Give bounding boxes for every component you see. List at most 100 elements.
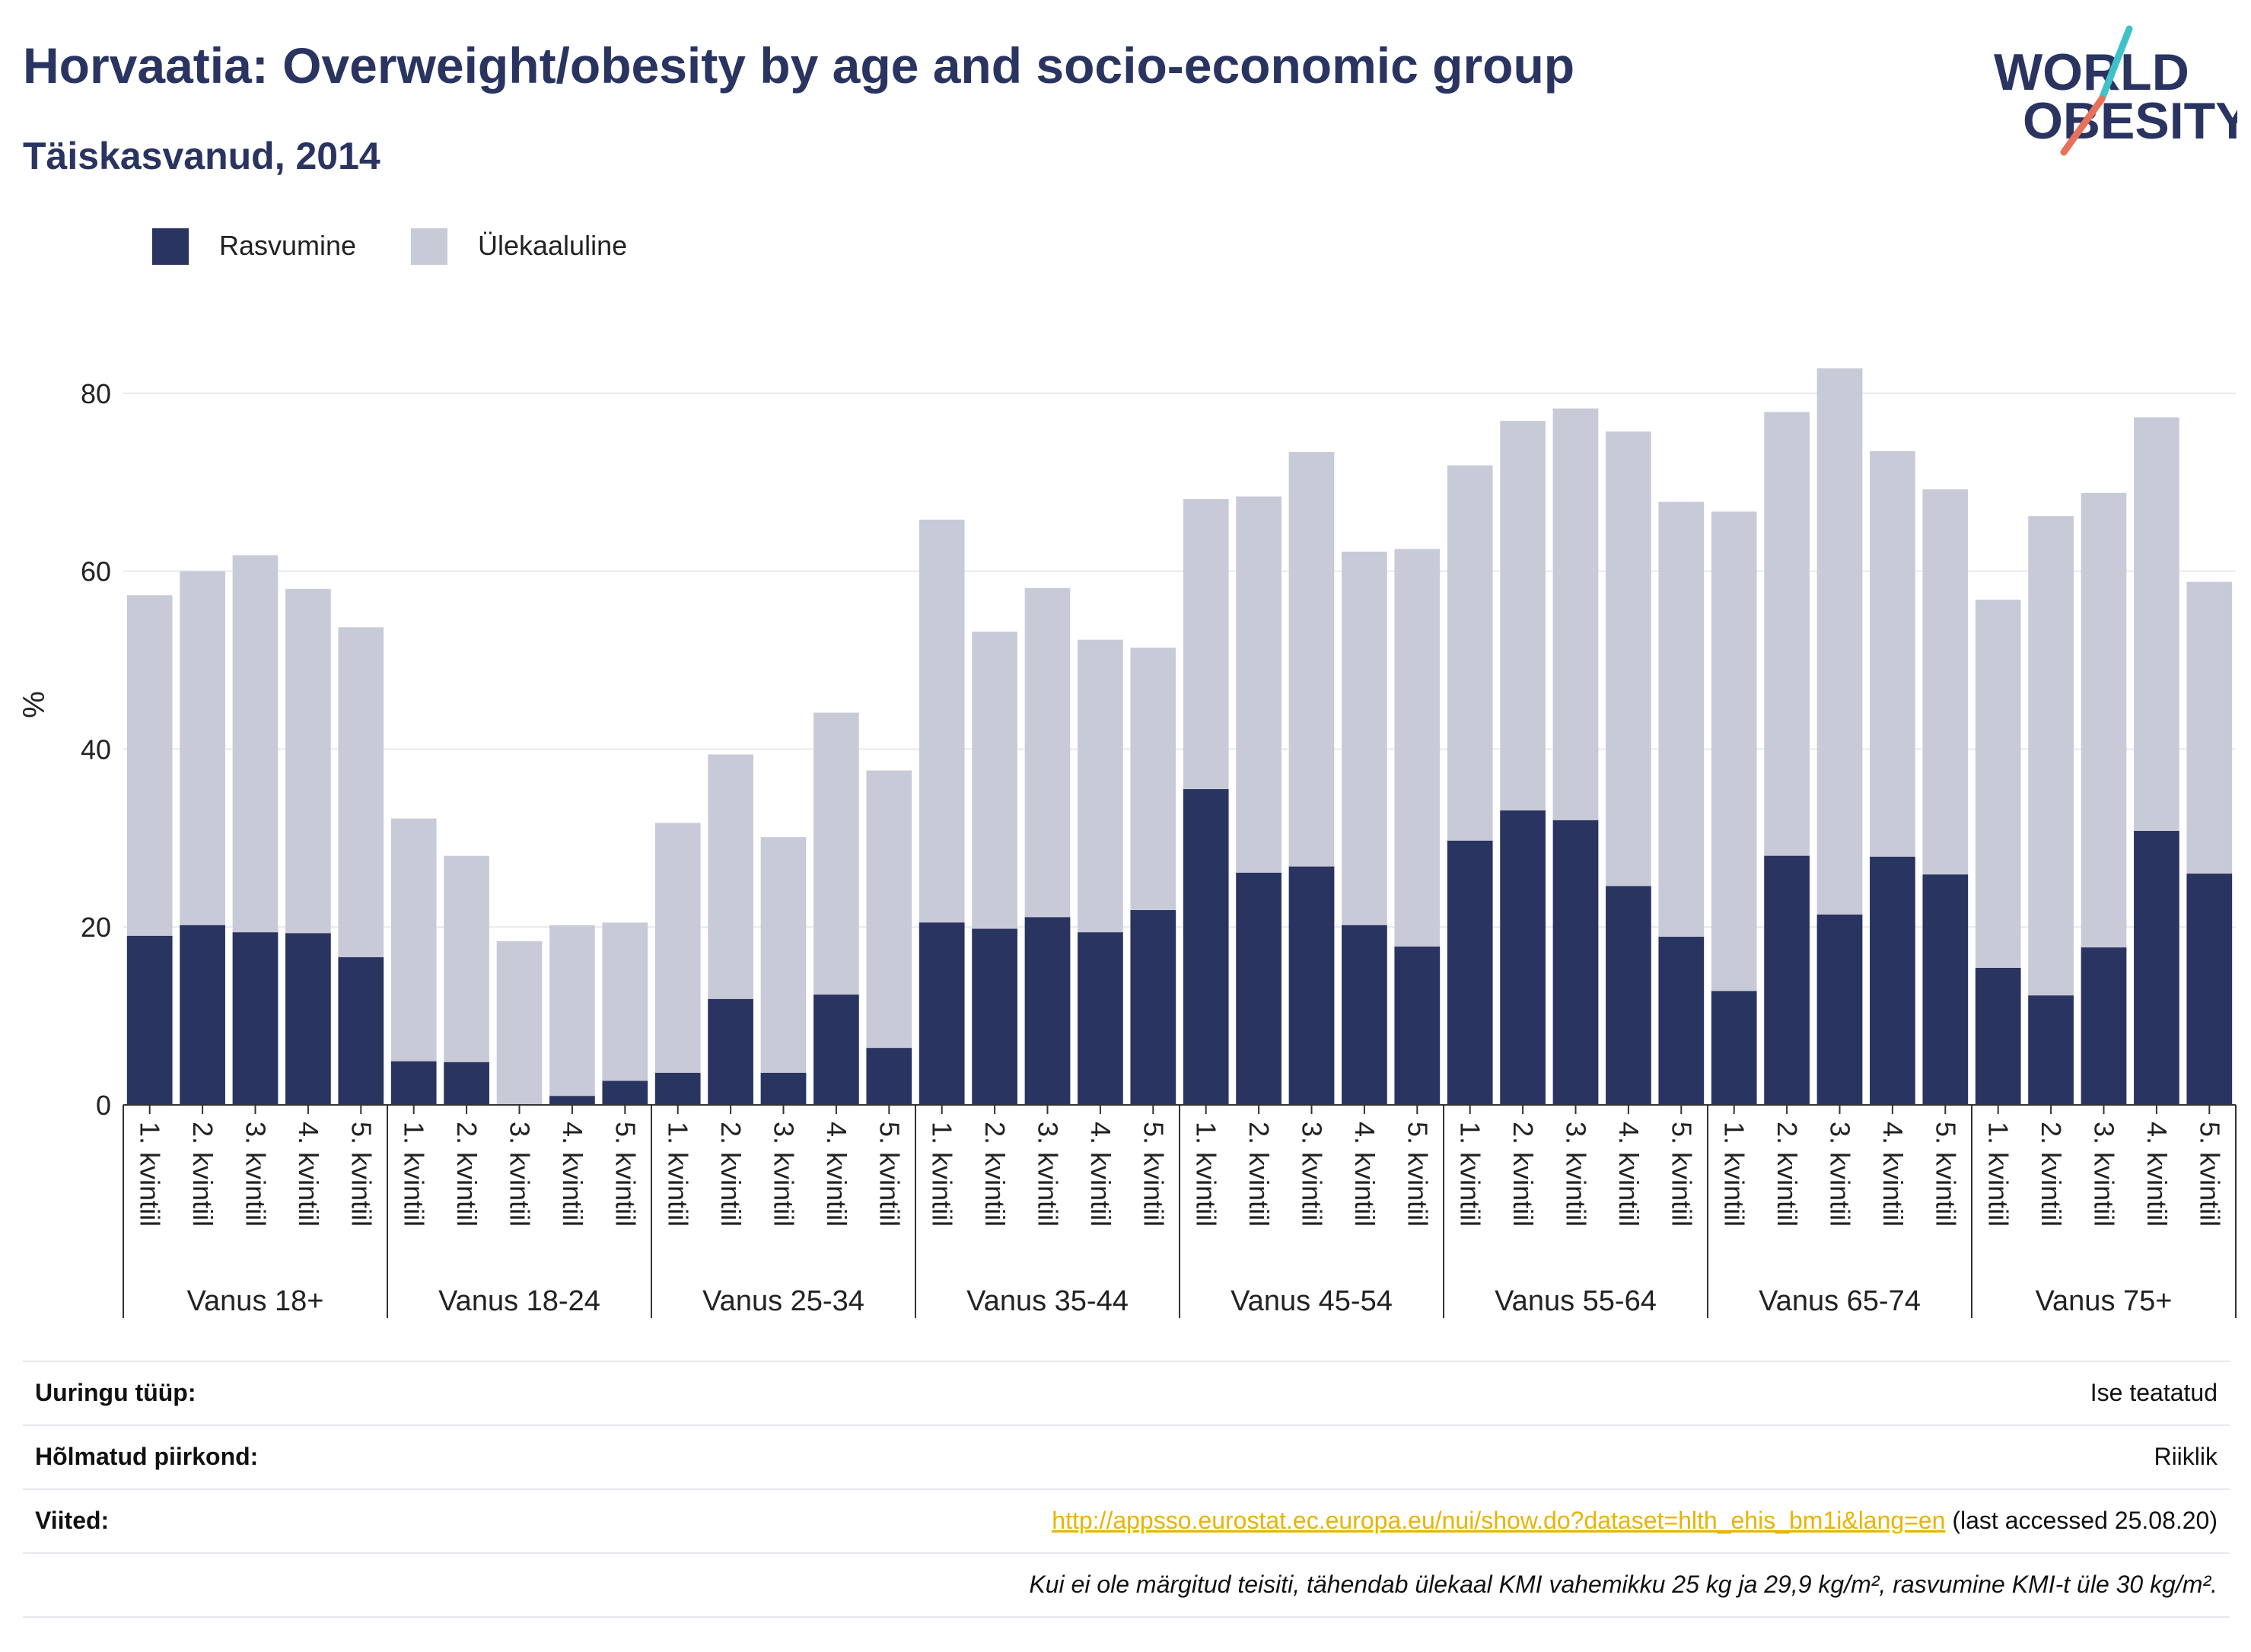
y-tick-label: 20	[81, 912, 111, 943]
x-tick-label: 5. kvintiil	[610, 1122, 641, 1227]
reference-accessed: (last accessed 25.08.20)	[1945, 1507, 2218, 1534]
bar-obesity	[1711, 991, 1757, 1105]
bar-obesity	[1764, 855, 1810, 1105]
x-tick-label: 1. kvintiil	[1719, 1122, 1750, 1227]
bar-obesity	[285, 933, 331, 1105]
bar-obesity	[602, 1081, 648, 1105]
x-tick-label: 2. kvintiil	[187, 1122, 218, 1227]
bar-obesity	[813, 995, 859, 1105]
bar-obesity	[1975, 967, 2021, 1105]
bar-obesity	[1183, 789, 1229, 1105]
x-tick-label: 1. kvintiil	[1983, 1122, 2014, 1227]
grid-lines	[123, 392, 2236, 928]
y-tick-label: 0	[96, 1090, 111, 1121]
bar-obesity	[1342, 925, 1387, 1105]
x-tick-label: 2. kvintiil	[2036, 1122, 2067, 1227]
bar-obesity	[760, 1072, 807, 1105]
x-tick-label: 4. kvintiil	[1085, 1122, 1116, 1227]
logo-text-obesity: OBESITY	[2023, 92, 2237, 150]
bar-obesity	[1922, 874, 1969, 1105]
bar-obesity	[1870, 856, 1915, 1105]
bar-obesity	[1606, 886, 1651, 1105]
x-tick-label: 2. kvintiil	[1243, 1122, 1275, 1227]
x-tick-label: 1. kvintiil	[399, 1122, 430, 1227]
x-group-label: Vanus 45-54	[1231, 1285, 1393, 1317]
reference-link[interactable]: http://appsso.eurostat.ec.europa.eu/nui/…	[1052, 1507, 1946, 1534]
bar-obesity	[1447, 840, 1493, 1105]
bar-obesity	[232, 932, 279, 1105]
y-tick-label: 80	[81, 378, 111, 409]
bar-obesity	[654, 1072, 701, 1105]
bar-obesity	[126, 935, 173, 1105]
bar-obesity	[180, 925, 225, 1105]
x-group-label: Vanus 75+	[2036, 1285, 2173, 1317]
bar-obesity	[1236, 872, 1282, 1105]
x-tick-label: 3. kvintiil	[1033, 1122, 1064, 1227]
bar-obesity	[2081, 947, 2127, 1105]
x-group-label: Vanus 25-34	[702, 1285, 864, 1317]
x-tick-label: 2. kvintiil	[1508, 1122, 1539, 1227]
legend-label-overweight: Ülekaaluline	[478, 230, 628, 261]
legend-label-obesity: Rasvumine	[219, 230, 357, 261]
x-group-label: Vanus 55-64	[1495, 1285, 1657, 1317]
x-tick-label: 3. kvintiil	[1825, 1122, 1856, 1227]
x-tick-label: 2. kvintiil	[1772, 1122, 1803, 1227]
chart-footer: Uuringu tüüp: Ise teatatud Hõlmatud piir…	[23, 1361, 2230, 1618]
logo-slash-coral	[2060, 95, 2106, 156]
bar-obesity	[1288, 866, 1335, 1105]
x-tick-label: 5. kvintiil	[1666, 1122, 1697, 1227]
bars	[126, 368, 2233, 1105]
region-label: Hõlmatud piirkond:	[35, 1443, 259, 1470]
bar-obesity	[1394, 946, 1441, 1105]
page-subtitle: Täiskasvanud, 2014	[23, 135, 380, 177]
bar-overweight	[390, 818, 437, 1105]
bar-obesity	[2134, 830, 2179, 1105]
bar-obesity	[1130, 910, 1176, 1105]
x-tick-label: 1. kvintiil	[663, 1122, 694, 1227]
bar-obesity	[390, 1061, 437, 1105]
page-title: Horvaatia: Overweight/obesity by age and…	[23, 37, 1575, 94]
x-tick-label: 3. kvintiil	[505, 1122, 536, 1227]
x-group-label: Vanus 65-74	[1759, 1285, 1921, 1317]
footer-row-survey-type: Uuringu tüüp: Ise teatatud	[23, 1361, 2230, 1424]
bar-obesity	[708, 998, 753, 1105]
y-tick-label: 60	[81, 556, 111, 587]
region-value: Riiklik	[2154, 1443, 2218, 1470]
bar-overweight	[760, 837, 807, 1105]
bar-overweight	[602, 922, 648, 1105]
bar-obesity	[866, 1048, 912, 1105]
survey-type-label: Uuringu tüüp:	[35, 1379, 196, 1406]
x-group-label: Vanus 35-44	[966, 1285, 1129, 1317]
x-tick-label: 3. kvintiil	[2089, 1122, 2120, 1227]
x-tick-label: 5. kvintiil	[2194, 1122, 2225, 1227]
x-group-label: Vanus 18-24	[438, 1285, 600, 1317]
footer-row-references: Viited: http://appsso.eurostat.ec.europa…	[23, 1488, 2230, 1552]
x-tick-label: 4. kvintiil	[557, 1122, 588, 1227]
logo-text-world: WORLD	[1994, 43, 2189, 101]
x-tick-label: 4. kvintiil	[2141, 1122, 2173, 1227]
bar-obesity	[1658, 937, 1705, 1105]
references-label: Viited:	[35, 1507, 110, 1534]
footer-row-region: Hõlmatud piirkond: Riiklik	[23, 1424, 2230, 1488]
world-obesity-logo: WORLD OBESITY	[1994, 25, 2237, 156]
x-tick-label: 3. kvintiil	[1297, 1122, 1328, 1227]
bar-obesity	[338, 957, 384, 1105]
axes: 0 20 40 60 80% 1. kvintiil 2. kvintiil 3. kvint…	[18, 378, 2237, 1318]
y-tick-label: 40	[81, 734, 111, 765]
x-tick-label: 1. kvintiil	[1455, 1122, 1486, 1227]
x-tick-label: 4. kvintiil	[1877, 1122, 1909, 1227]
bar-obesity	[919, 922, 965, 1105]
bar-obesity	[972, 928, 1017, 1105]
x-tick-label: 4. kvintiil	[821, 1122, 852, 1227]
bar-obesity	[2186, 874, 2233, 1105]
bar-obesity	[2028, 995, 2074, 1105]
x-tick-label: 2. kvintiil	[451, 1122, 482, 1227]
x-group-label: Vanus 18+	[187, 1285, 324, 1317]
stacked-bar-chart: 0 20 40 60 80% 1. kvintiil 2. kvintiil 3. kvint…	[18, 368, 2237, 1318]
y-axis-label: %	[18, 691, 51, 718]
bar-overweight	[654, 823, 701, 1105]
bar-obesity	[1024, 917, 1071, 1105]
bar-obesity	[1552, 820, 1599, 1105]
bar-obesity	[444, 1062, 489, 1105]
bar-obesity	[1078, 932, 1123, 1105]
